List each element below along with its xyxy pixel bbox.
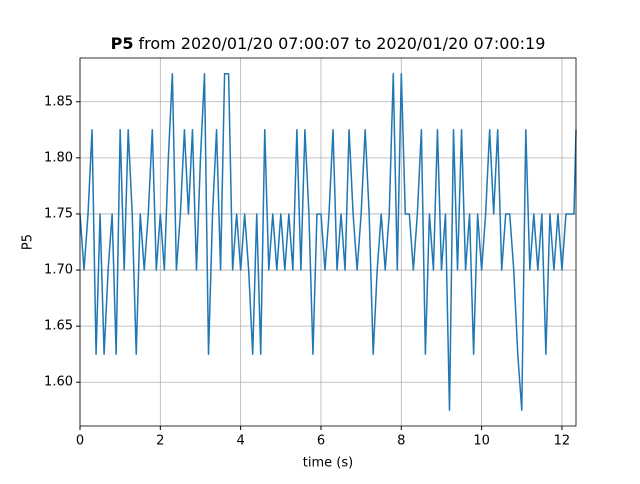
plot-frame: [79, 57, 577, 427]
y-tick-label: 1.65: [44, 319, 73, 334]
y-tick-label: 1.85: [44, 94, 73, 109]
x-tick-label: 4: [237, 434, 245, 449]
y-axis-label: P5: [21, 234, 36, 250]
y-tick-label: 1.75: [44, 206, 73, 221]
y-tick-label: 1.80: [44, 150, 73, 165]
x-tick-label: 6: [317, 434, 325, 449]
x-axis-label: time (s): [303, 456, 353, 471]
x-tick-label: 0: [76, 434, 84, 449]
x-tick-label: 2: [156, 434, 164, 449]
chart-title: P5 from 2020/01/20 07:00:07 to 2020/01/20…: [111, 34, 546, 53]
x-tick-label: 10: [473, 434, 490, 449]
y-tick-label: 1.60: [44, 375, 73, 390]
y-tick-label: 1.70: [44, 263, 73, 278]
x-tick-label: 8: [397, 434, 405, 449]
x-tick-label: 12: [554, 434, 571, 449]
title-name: P5: [111, 34, 134, 53]
data-line: [79, 72, 577, 412]
title-text: from 2020/01/20 07:00:07 to 2020/01/20 0…: [138, 34, 545, 53]
